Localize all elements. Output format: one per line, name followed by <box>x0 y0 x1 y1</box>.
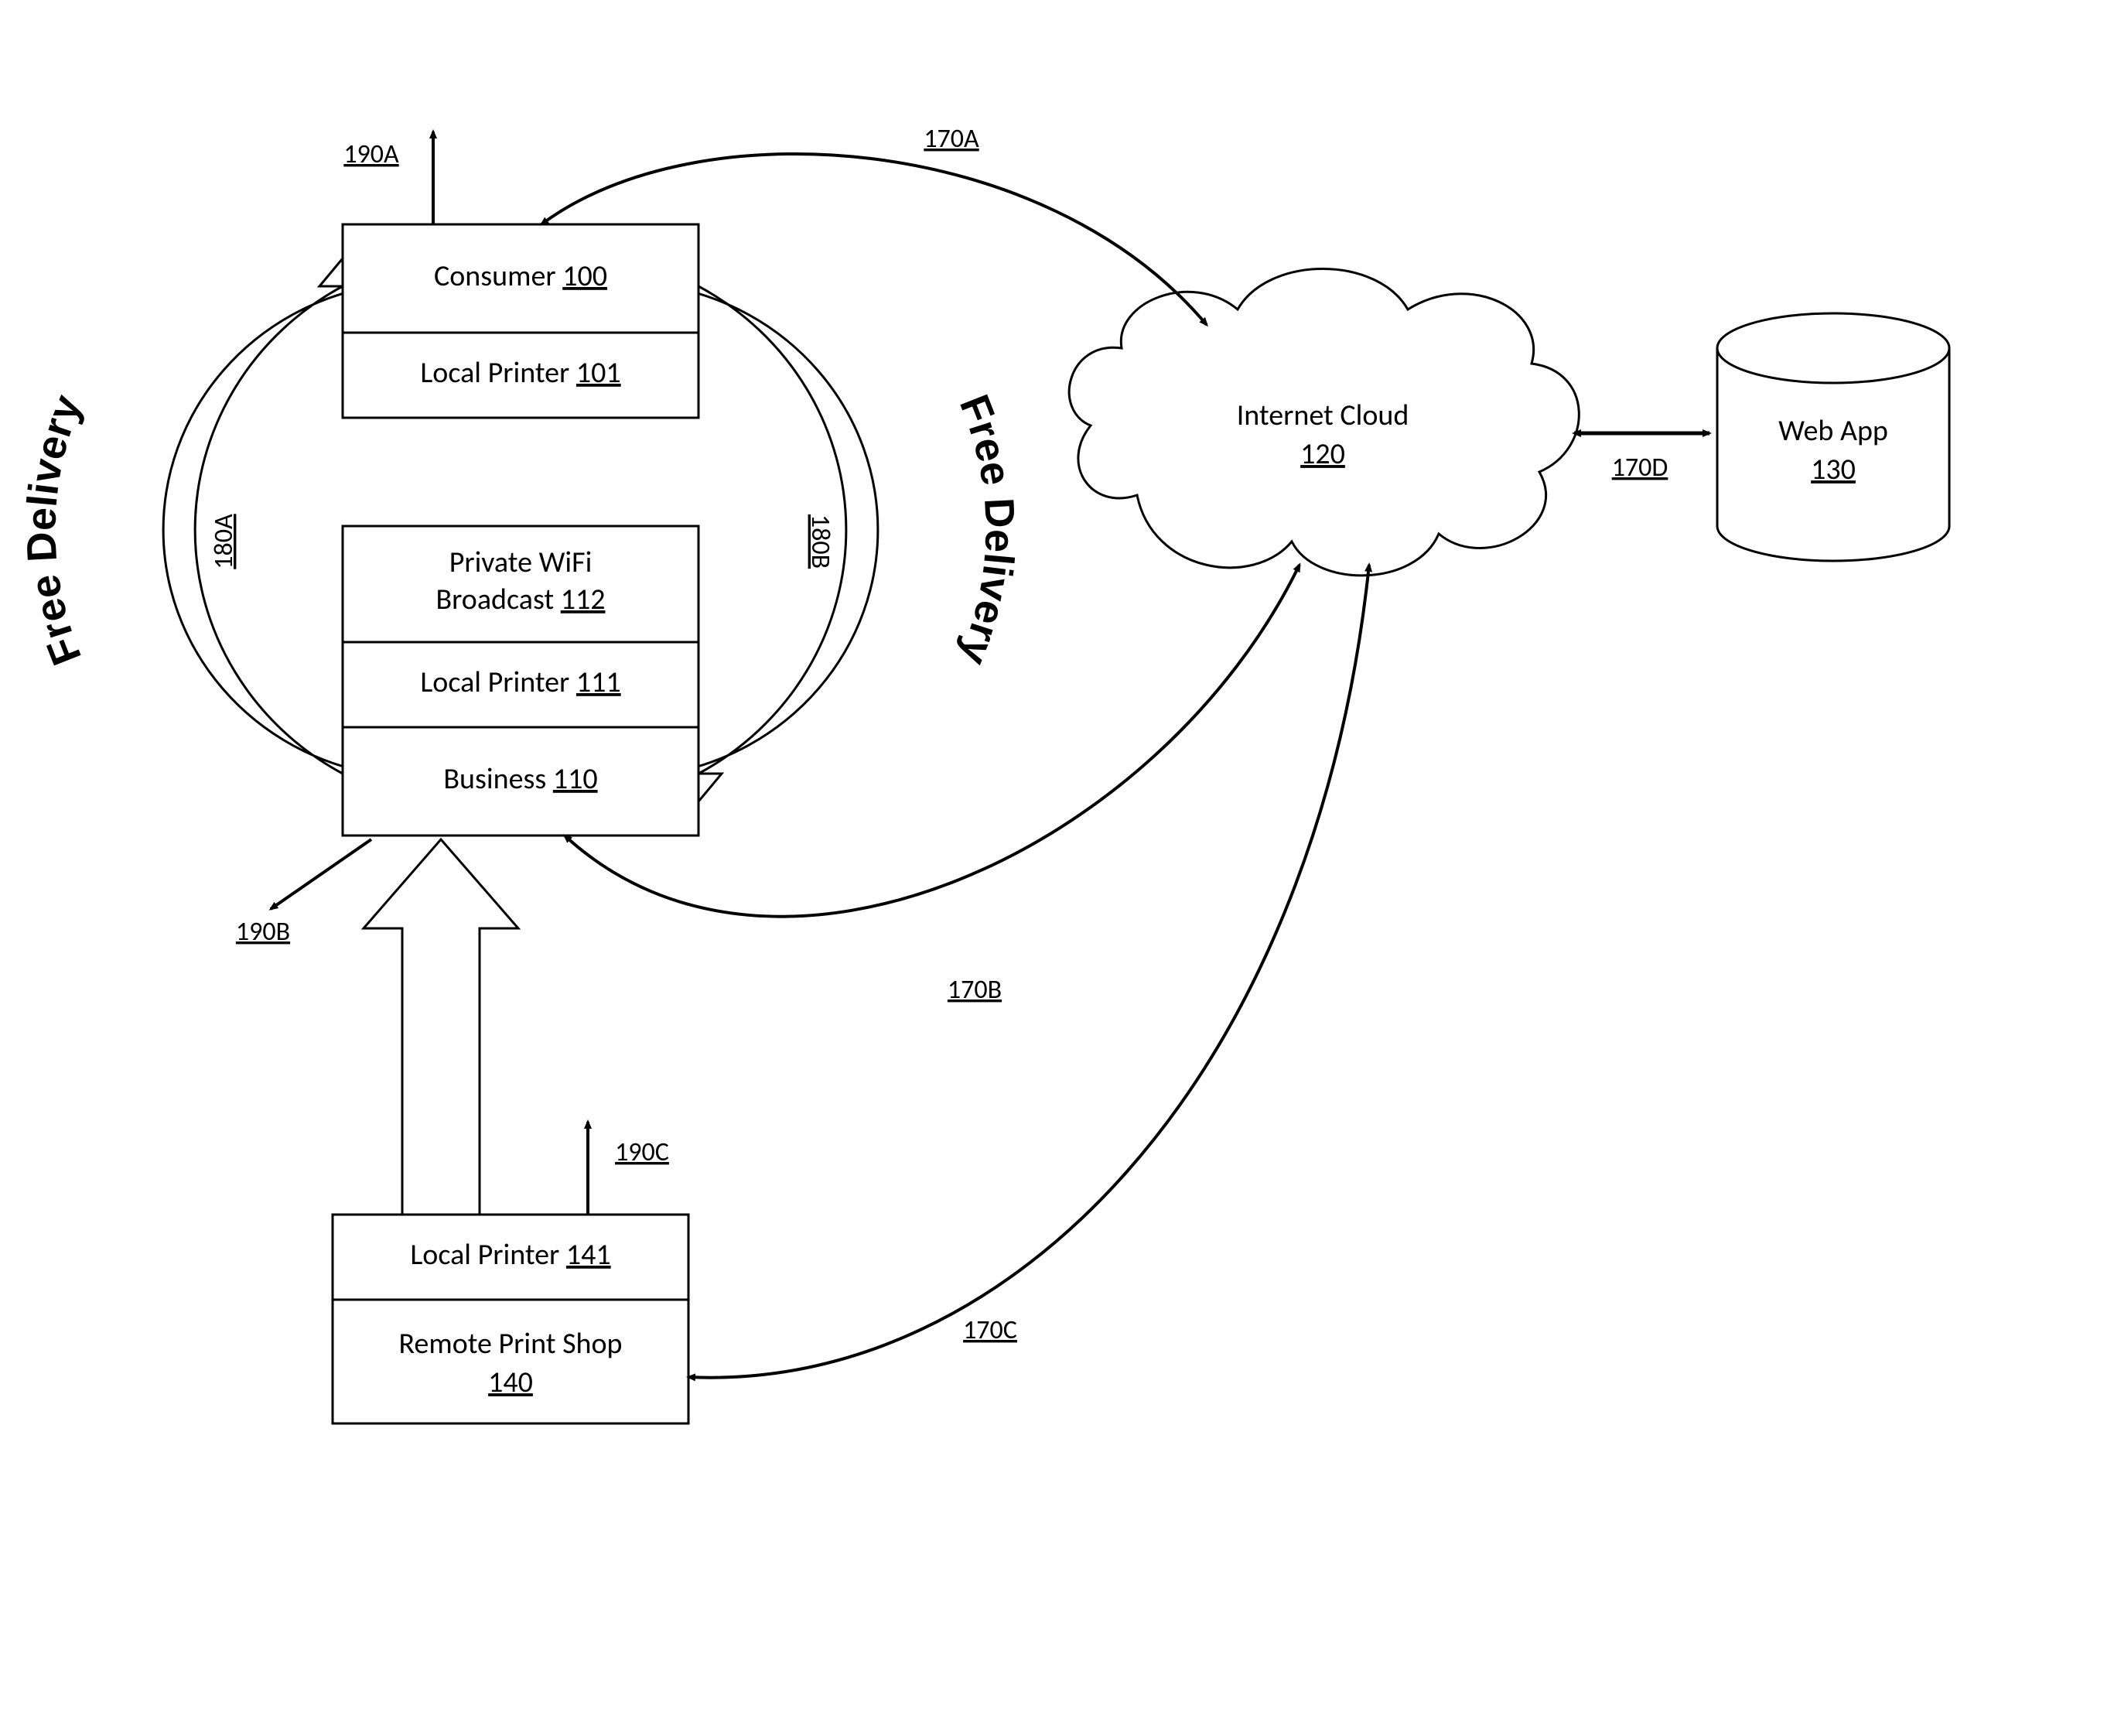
business-node: Business 110 <box>343 727 698 836</box>
internet-cloud-node: Internet Cloud 120 <box>1069 269 1579 576</box>
svg-text:120: 120 <box>1300 436 1345 472</box>
arrow-170c <box>688 565 1369 1378</box>
svg-text:140: 140 <box>488 1365 533 1400</box>
local-printer-111-node: Local Printer 111 <box>343 642 698 727</box>
svg-text:Remote Print Shop: Remote Print Shop <box>398 1326 622 1362</box>
wifi-broadcast-node: Private WiFi Broadcast 112 <box>343 526 698 642</box>
svg-text:Business 110: Business 110 <box>443 761 597 797</box>
edge-label-180b: 180B <box>804 514 836 569</box>
edge-label-190b: 190B <box>236 916 290 948</box>
svg-text:Consumer 100: Consumer 100 <box>434 258 607 294</box>
big-arrow-shop-to-business <box>364 839 518 1215</box>
svg-text:Local Printer 101: Local Printer 101 <box>420 355 620 391</box>
svg-text:Broadcast 112: Broadcast 112 <box>435 582 605 617</box>
local-printer-101-node: Local Printer 101 <box>343 333 698 418</box>
edge-label-170a: 170A <box>924 123 979 155</box>
svg-text:130: 130 <box>1811 452 1856 487</box>
svg-text:Web App: Web App <box>1778 413 1888 449</box>
edge-label-170d: 170D <box>1612 452 1668 484</box>
web-app-node: Web App 130 <box>1717 313 1949 561</box>
free-delivery-text-left: Free Delivery <box>18 388 91 671</box>
svg-text:Private WiFi: Private WiFi <box>449 545 593 580</box>
remote-print-shop-node: Remote Print Shop 140 <box>333 1300 688 1423</box>
svg-text:Internet Cloud: Internet Cloud <box>1237 398 1409 433</box>
svg-text:Local Printer 111: Local Printer 111 <box>420 665 620 700</box>
consumer-node: Consumer 100 <box>343 224 698 333</box>
edge-label-170b: 170B <box>948 974 1002 1006</box>
arrow-190b <box>271 839 371 909</box>
edge-label-180a: 180A <box>208 514 240 569</box>
local-printer-141-node: Local Printer 141 <box>333 1215 688 1300</box>
svg-text:Local Printer 141: Local Printer 141 <box>410 1237 610 1273</box>
edge-label-190a: 190A <box>343 138 399 170</box>
free-delivery-text-right: Free Delivery <box>951 388 1023 671</box>
edge-label-190c: 190C <box>615 1136 669 1168</box>
edge-label-170c: 170C <box>963 1314 1017 1346</box>
diagram-canvas: Free Delivery Free Delivery 180A 180B Co… <box>0 0 2121 1736</box>
